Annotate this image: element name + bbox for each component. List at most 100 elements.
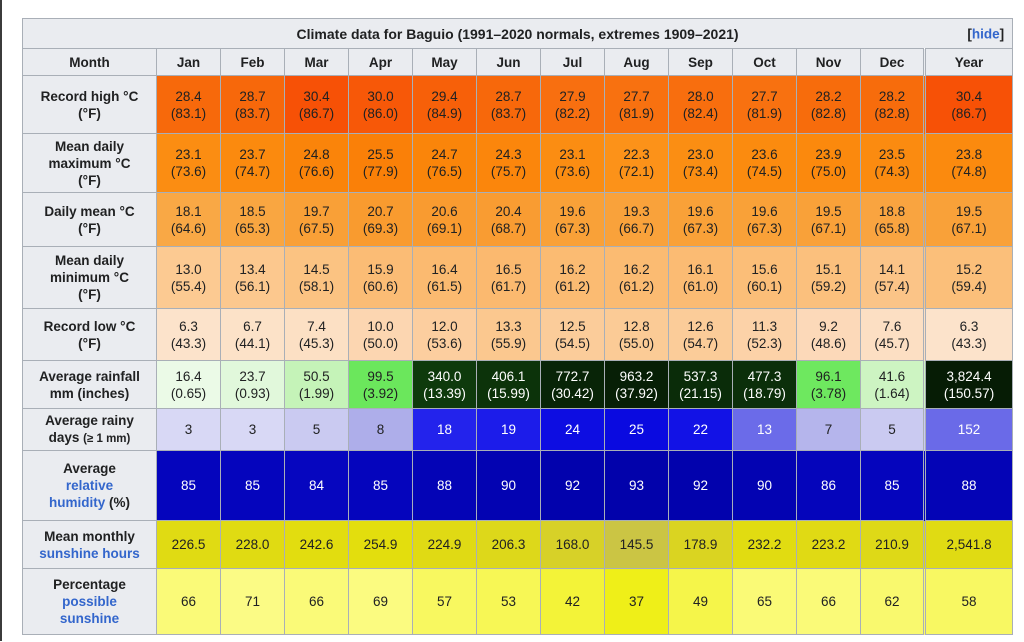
month-header-row: Month Jan Feb Mar Apr May Jun Jul Aug Sep Oct Nov De… bbox=[22, 48, 1014, 76]
cell-mean-daily-max-nov: 23.9 (75.0) bbox=[796, 133, 861, 193]
row-label-link-pct-sunshine[interactable]: possible bbox=[62, 594, 117, 609]
cell-avg-humidity-apr: 85 bbox=[348, 450, 413, 521]
cell-avg-rainy-days-mar: 5 bbox=[284, 408, 349, 451]
cell-avg-rainfall-feb: 23.7 (0.93) bbox=[220, 360, 285, 409]
cell-record-low-jan: 6.3 (43.3) bbox=[156, 308, 221, 361]
cell-pct-sunshine-feb: 71 bbox=[220, 568, 285, 635]
row-label-avg-rainfall: Average rainfall mm (inches) bbox=[22, 360, 157, 409]
cell-pct-sunshine-apr: 69 bbox=[348, 568, 413, 635]
cell-daily-mean-apr: 20.7 (69.3) bbox=[348, 192, 413, 247]
cell-avg-rainfall-oct: 477.3 (18.79) bbox=[732, 360, 797, 409]
cell-avg-rainfall-aug: 963.2 (37.92) bbox=[604, 360, 669, 409]
cell-record-low-feb: 6.7 (44.1) bbox=[220, 308, 285, 361]
cell-sunshine-hours-dec: 210.9 bbox=[860, 520, 925, 569]
cell-avg-humidity-feb: 85 bbox=[220, 450, 285, 521]
cell-daily-mean-sep: 19.6 (67.3) bbox=[668, 192, 733, 247]
cell-record-high-feb: 28.7 (83.7) bbox=[220, 75, 285, 134]
column-header-may: May bbox=[412, 48, 477, 76]
cell-record-high-aug: 27.7 (81.9) bbox=[604, 75, 669, 134]
cell-pct-sunshine-may: 57 bbox=[412, 568, 477, 635]
cell-sunshine-hours-feb: 228.0 bbox=[220, 520, 285, 569]
cell-record-high-mar: 30.4 (86.7) bbox=[284, 75, 349, 134]
cell-daily-mean-feb: 18.5 (65.3) bbox=[220, 192, 285, 247]
row-label-text: Mean daily bbox=[54, 253, 125, 268]
cell-mean-daily-max-feb: 23.7 (74.7) bbox=[220, 133, 285, 193]
row-label-text: (°F) bbox=[78, 172, 101, 188]
hide-toggle[interactable]: [hide] bbox=[967, 26, 1004, 41]
column-header-jul: Jul bbox=[540, 48, 605, 76]
row-label-text: Average rainy bbox=[45, 412, 134, 428]
cell-record-high-year: 30.4 (86.7) bbox=[922, 75, 1014, 134]
row-label-link-avg-humidity[interactable]: humidity bbox=[49, 495, 106, 510]
cell-avg-rainfall-dec: 41.6 (1.64) bbox=[860, 360, 925, 409]
row-label-text: minimum °C bbox=[50, 270, 129, 285]
row-label-text: mm (inches) bbox=[49, 385, 130, 401]
cell-avg-rainy-days-apr: 8 bbox=[348, 408, 413, 451]
row-label-daily-mean: Daily mean °C (°F) bbox=[22, 192, 157, 247]
cell-mean-daily-max-mar: 24.8 (76.6) bbox=[284, 133, 349, 193]
cell-avg-rainy-days-feb: 3 bbox=[220, 408, 285, 451]
cell-mean-daily-max-jun: 24.3 (75.7) bbox=[476, 133, 541, 193]
cell-sunshine-hours-aug: 145.5 bbox=[604, 520, 669, 569]
cell-record-high-apr: 30.0 (86.0) bbox=[348, 75, 413, 134]
cell-record-low-nov: 9.2 (48.6) bbox=[796, 308, 861, 361]
cell-record-high-sep: 28.0 (82.4) bbox=[668, 75, 733, 134]
cell-mean-daily-max-may: 24.7 (76.5) bbox=[412, 133, 477, 193]
cell-pct-sunshine-year: 58 bbox=[922, 568, 1014, 635]
cell-record-low-jul: 12.5 (54.5) bbox=[540, 308, 605, 361]
column-header-mar: Mar bbox=[284, 48, 349, 76]
cell-mean-daily-min-jul: 16.2 (61.2) bbox=[540, 246, 605, 309]
cell-mean-daily-min-nov: 15.1 (59.2) bbox=[796, 246, 861, 309]
cell-mean-daily-min-sep: 16.1 (61.0) bbox=[668, 246, 733, 309]
cell-avg-humidity-jan: 85 bbox=[156, 450, 221, 521]
row-label-avg-humidity: Average relative humidity (%) bbox=[22, 450, 157, 521]
row-label-link-sunshine-hours[interactable]: sunshine hours bbox=[39, 545, 140, 561]
cell-record-high-may: 29.4 (84.9) bbox=[412, 75, 477, 134]
cell-avg-humidity-nov: 86 bbox=[796, 450, 861, 521]
row-label-link-pct-sunshine[interactable]: sunshine bbox=[59, 611, 120, 626]
table-title: Climate data for Baguio (1991–2020 norma… bbox=[296, 25, 739, 42]
cell-pct-sunshine-nov: 66 bbox=[796, 568, 861, 635]
column-header-jan: Jan bbox=[156, 48, 221, 76]
row-label-text: Record low °C bbox=[43, 318, 136, 334]
cell-record-low-may: 12.0 (53.6) bbox=[412, 308, 477, 361]
partial-source-row bbox=[22, 635, 1010, 642]
row-label-mean-daily-min: Mean daily minimum °C (°F) bbox=[22, 246, 157, 309]
cell-sunshine-hours-nov: 223.2 bbox=[796, 520, 861, 569]
cell-avg-humidity-year: 88 bbox=[922, 450, 1014, 521]
table-row-mean-daily-max: Mean daily maximum °C (°F) 23.1 (73.6) 23.7 … bbox=[22, 133, 1014, 193]
cell-avg-humidity-sep: 92 bbox=[668, 450, 733, 521]
cell-avg-rainfall-jul: 772.7 (30.42) bbox=[540, 360, 605, 409]
cell-avg-rainy-days-oct: 13 bbox=[732, 408, 797, 451]
cell-avg-rainy-days-jan: 3 bbox=[156, 408, 221, 451]
row-label-text: Percentage bbox=[53, 577, 126, 592]
hide-link[interactable]: hide bbox=[971, 26, 1000, 41]
cell-avg-rainfall-apr: 99.5 (3.92) bbox=[348, 360, 413, 409]
cell-daily-mean-jun: 20.4 (68.7) bbox=[476, 192, 541, 247]
cell-mean-daily-min-oct: 15.6 (60.1) bbox=[732, 246, 797, 309]
cell-record-high-nov: 28.2 (82.8) bbox=[796, 75, 861, 134]
cell-mean-daily-max-jul: 23.1 (73.6) bbox=[540, 133, 605, 193]
table-row-avg-rainfall: Average rainfall mm (inches) 16.4 (0.65) 23… bbox=[22, 360, 1014, 409]
cell-avg-humidity-oct: 90 bbox=[732, 450, 797, 521]
cell-avg-rainfall-jun: 406.1 (15.99) bbox=[476, 360, 541, 409]
cell-sunshine-hours-apr: 254.9 bbox=[348, 520, 413, 569]
row-label-text: (°F) bbox=[78, 220, 101, 236]
cell-avg-rainfall-mar: 50.5 (1.99) bbox=[284, 360, 349, 409]
row-label-pct-sunshine: Percentage possible sunshine bbox=[22, 568, 157, 635]
cell-mean-daily-max-year: 23.8 (74.8) bbox=[922, 133, 1014, 193]
cell-daily-mean-mar: 19.7 (67.5) bbox=[284, 192, 349, 247]
cell-record-low-sep: 12.6 (54.7) bbox=[668, 308, 733, 361]
cell-avg-rainy-days-sep: 22 bbox=[668, 408, 733, 451]
cell-avg-rainy-days-jun: 19 bbox=[476, 408, 541, 451]
cell-daily-mean-aug: 19.3 (66.7) bbox=[604, 192, 669, 247]
cell-record-high-oct: 27.7 (81.9) bbox=[732, 75, 797, 134]
cell-avg-humidity-may: 88 bbox=[412, 450, 477, 521]
table-row-daily-mean: Daily mean °C (°F) 18.1 (64.6) 18.5 (65.3) 1… bbox=[22, 192, 1014, 247]
row-label-link-avg-humidity[interactable]: relative bbox=[65, 478, 114, 493]
cell-mean-daily-min-mar: 14.5 (58.1) bbox=[284, 246, 349, 309]
cell-avg-rainy-days-dec: 5 bbox=[860, 408, 925, 451]
column-header-dec: Dec bbox=[860, 48, 925, 76]
cell-pct-sunshine-jan: 66 bbox=[156, 568, 221, 635]
cell-avg-humidity-jun: 90 bbox=[476, 450, 541, 521]
